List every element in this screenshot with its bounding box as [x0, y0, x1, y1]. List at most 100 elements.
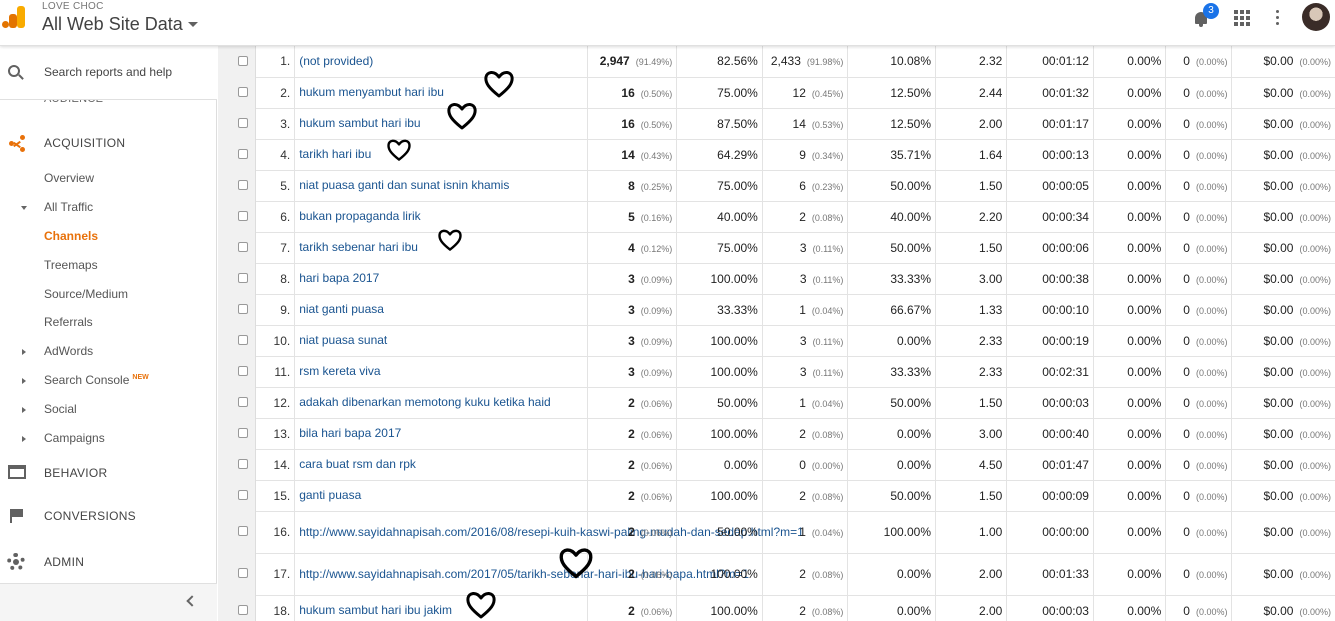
keyword-link-cell[interactable]: niat puasa sunat	[294, 325, 588, 357]
caret-down-icon[interactable]	[188, 22, 198, 27]
keyword-link-cell[interactable]: bukan propaganda lirik	[294, 201, 588, 233]
keyword-link[interactable]: http://www.sayidahnapisah.com/2017/05/ta…	[299, 566, 750, 581]
keyword-link-cell[interactable]: adakah dibenarkan memotong kuku ketika h…	[294, 387, 588, 419]
row-checkbox[interactable]	[238, 427, 248, 438]
new-badge: NEW	[132, 374, 149, 381]
keyword-link[interactable]: cara buat rsm dan rpk	[299, 457, 416, 471]
chevron-left-icon[interactable]	[186, 595, 198, 607]
keyword-link-cell[interactable]: niat puasa ganti dan sunat isnin khamis	[294, 170, 588, 202]
row-checkbox[interactable]	[238, 489, 248, 500]
row-checkbox[interactable]	[238, 334, 248, 345]
keyword-link-cell[interactable]: hukum menyambut hari ibu	[294, 77, 588, 109]
new-users-percent: (0.53%)	[811, 119, 844, 130]
row-checkbox[interactable]	[238, 604, 248, 615]
goal-completions-value: 0	[1183, 240, 1190, 255]
keyword-link[interactable]: niat puasa ganti dan sunat isnin khamis	[299, 178, 510, 192]
row-checkbox[interactable]	[238, 55, 248, 66]
goal-value-percent: (0.00%)	[1299, 119, 1331, 130]
sidebar-section-behavior[interactable]: BEHAVIOR	[0, 458, 217, 488]
new-users-value-cell: 3 (0.11%)	[762, 325, 849, 357]
keyword-link-cell[interactable]: hukum sambut hari ibu	[294, 108, 588, 140]
row-index-cell: 18.	[256, 595, 296, 621]
sidebar-section-conversions[interactable]: CONVERSIONS	[0, 501, 217, 531]
sidebar-item-channels[interactable]: Channels	[0, 225, 217, 247]
new-sessions-value-cell: 100.00%	[676, 263, 763, 295]
row-checkbox[interactable]	[238, 210, 248, 221]
caret-right-icon	[22, 378, 26, 384]
sidebar-item-social[interactable]: Social	[0, 398, 217, 420]
sidebar-item-all-traffic[interactable]: All Traffic	[0, 196, 217, 218]
keyword-link-cell[interactable]: niat ganti puasa	[294, 294, 588, 326]
conversion-rate-value-cell: 0.00%	[1093, 387, 1167, 419]
row-checkbox[interactable]	[238, 365, 248, 376]
row-checkbox[interactable]	[238, 117, 248, 128]
pages-per-session-value-cell: 1.64	[935, 139, 1008, 171]
keyword-link[interactable]: http://www.sayidahnapisah.com/2016/08/re…	[299, 524, 804, 539]
search-input[interactable]	[44, 65, 209, 79]
goal-value-value-cell: $0.00 (0.00%)	[1231, 325, 1335, 357]
sidebar-item-search-console[interactable]: Search Console NEW	[0, 369, 217, 391]
keyword-link[interactable]: tarikh hari ibu	[299, 147, 372, 161]
row-index: 7.	[280, 240, 291, 255]
keyword-link-cell[interactable]: bila hari bapa 2017	[294, 418, 588, 450]
sidebar-item-overview[interactable]: Overview	[0, 167, 217, 189]
keyword-link[interactable]: hukum sambut hari ibu	[299, 116, 421, 130]
keyword-link[interactable]: ganti puasa	[299, 488, 362, 502]
keyword-link[interactable]: bukan propaganda lirik	[299, 209, 421, 223]
sidebar-item-adwords[interactable]: AdWords	[0, 340, 217, 362]
row-checkbox[interactable]	[238, 396, 248, 407]
keyword-link[interactable]: hukum sambut hari ibu jakim	[299, 603, 452, 617]
keyword-link-cell[interactable]: http://www.sayidahnapisah.com/2017/05/ta…	[294, 553, 749, 596]
pages-per-session-value: 2.00	[978, 603, 1003, 618]
sidebar-item-referrals[interactable]: Referrals	[0, 311, 217, 333]
property-selector[interactable]: All Web Site Data	[42, 14, 183, 34]
sidebar-item-campaigns[interactable]: Campaigns	[0, 427, 217, 449]
keyword-link-cell[interactable]: tarikh hari ibu	[294, 139, 588, 171]
sidebar-item-source-medium[interactable]: Source/Medium	[0, 283, 217, 305]
keyword-link[interactable]: tarikh sebenar hari ibu	[299, 240, 418, 254]
keyword-link-cell[interactable]: http://www.sayidahnapisah.com/2016/08/re…	[294, 511, 804, 554]
session-duration-value-cell: 00:00:10	[1006, 294, 1094, 326]
keyword-link[interactable]: niat ganti puasa	[299, 302, 384, 316]
sidebar-section-acquisition[interactable]: ACQUISITION	[0, 128, 217, 158]
keyword-link[interactable]: hari bapa 2017	[299, 271, 380, 285]
keyword-link-cell[interactable]: cara buat rsm dan rpk	[294, 449, 588, 481]
row-checkbox[interactable]	[238, 241, 248, 252]
keyword-link[interactable]: bila hari bapa 2017	[299, 426, 402, 440]
keyword-link-cell[interactable]: hukum sambut hari ibu jakim	[294, 595, 588, 621]
row-index: 9.	[280, 302, 291, 317]
keyword-link[interactable]: adakah dibenarkan memotong kuku ketika h…	[299, 395, 551, 409]
analytics-logo[interactable]	[2, 6, 26, 28]
keyword-link-cell[interactable]: ganti puasa	[294, 480, 588, 512]
more-vert-icon[interactable]	[1270, 10, 1292, 32]
row-checkbox[interactable]	[238, 179, 248, 190]
apps-grid-icon[interactable]	[1234, 10, 1256, 32]
row-checkbox[interactable]	[238, 526, 248, 536]
avatar[interactable]	[1302, 3, 1330, 31]
row-checkbox[interactable]	[238, 86, 248, 97]
row-index: 13.	[273, 426, 291, 441]
notification-badge[interactable]: 3	[1203, 3, 1219, 19]
goal-completions-percent: (0.00%)	[1195, 150, 1228, 161]
new-sessions-value-cell: 100.00%	[676, 418, 763, 450]
keyword-link-cell[interactable]: tarikh sebenar hari ibu	[294, 232, 588, 264]
keyword-link[interactable]: rsm kereta viva	[299, 364, 381, 378]
keyword-link-cell[interactable]: hari bapa 2017	[294, 263, 588, 295]
search-icon[interactable]	[8, 65, 24, 81]
row-checkbox[interactable]	[238, 458, 248, 469]
row-checkbox[interactable]	[238, 272, 248, 283]
row-checkbox[interactable]	[238, 568, 248, 578]
keyword-link[interactable]: niat puasa sunat	[299, 333, 388, 347]
sidebar-section-admin[interactable]: ADMIN	[0, 545, 217, 583]
keyword-link[interactable]: hukum menyambut hari ibu	[299, 85, 444, 99]
row-checkbox[interactable]	[238, 148, 248, 159]
row-checkbox[interactable]	[238, 303, 248, 314]
conversion-rate-value-cell: 0.00%	[1093, 325, 1167, 357]
goal-value-value: $0.00	[1263, 240, 1294, 255]
sidebar-item-treemaps[interactable]: Treemaps	[0, 254, 217, 276]
keyword-link[interactable]: (not provided)	[299, 53, 374, 68]
keyword-link-cell[interactable]: (not provided)	[294, 46, 588, 78]
keyword-link-cell[interactable]: rsm kereta viva	[294, 356, 588, 388]
sessions-value: 2	[628, 567, 635, 581]
pages-per-session-value: 1.33	[978, 302, 1003, 317]
